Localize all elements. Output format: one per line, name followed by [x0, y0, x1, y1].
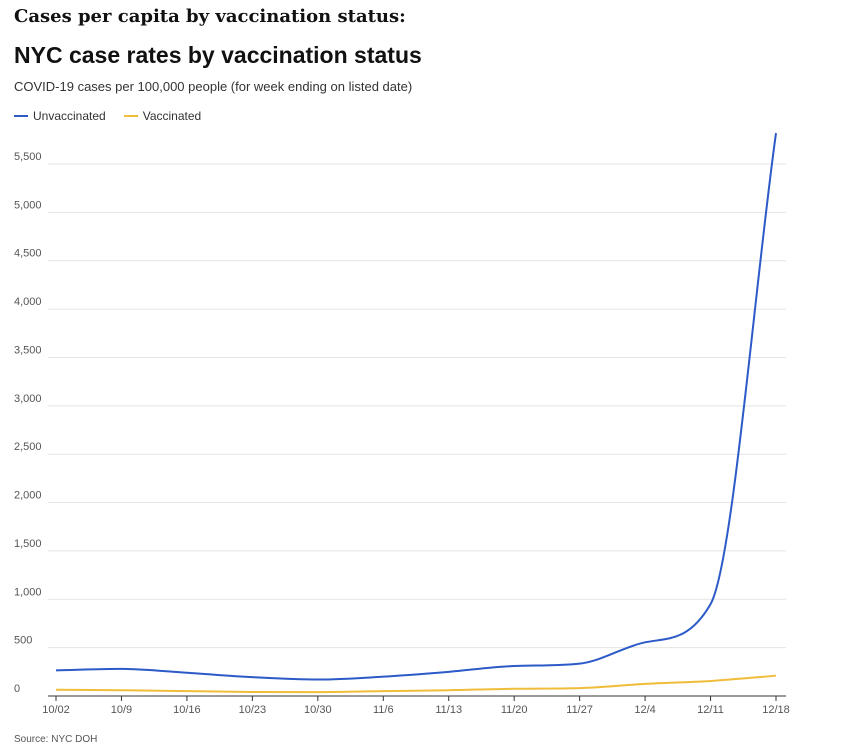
data-point-vaccinated[interactable] [708, 678, 714, 684]
data-point-vaccinated[interactable] [118, 687, 124, 693]
series-line-unvaccinated [55, 132, 777, 681]
y-tick-label: 4,500 [14, 248, 42, 260]
y-tick-label: 2,000 [14, 490, 42, 502]
legend-label-vaccinated: Vaccinated [142, 109, 202, 123]
data-point-vaccinated[interactable] [184, 688, 190, 694]
y-tick-label: 2,500 [14, 441, 42, 453]
data-point-unvaccinated[interactable] [446, 669, 452, 675]
y-tick-label: 4,000 [14, 296, 42, 308]
x-tick-label: 10/9 [111, 704, 132, 716]
y-tick-label: 3,000 [14, 393, 42, 405]
legend-swatch-unvaccinated [14, 115, 28, 117]
data-point-vaccinated[interactable] [511, 686, 517, 692]
y-tick-label: 1,500 [14, 538, 42, 550]
data-point-vaccinated[interactable] [446, 687, 452, 693]
chart-title: NYC case rates by vaccination status [14, 42, 422, 68]
data-point-vaccinated[interactable] [249, 689, 255, 695]
data-point-unvaccinated[interactable] [773, 130, 779, 136]
x-tick-label: 11/27 [566, 704, 593, 716]
x-tick-label: 12/11 [697, 704, 724, 716]
data-point-vaccinated[interactable] [577, 685, 583, 691]
data-point-unvaccinated[interactable] [53, 667, 59, 673]
legend: Unvaccinated Vaccinated [14, 109, 219, 123]
page-heading: Cases per capita by vaccination status: [14, 6, 406, 27]
data-point-unvaccinated[interactable] [642, 639, 648, 645]
y-tick-label: 1,000 [14, 586, 42, 598]
data-point-unvaccinated[interactable] [118, 666, 124, 672]
x-tick-label: 11/6 [373, 704, 394, 716]
y-tick-label: 5,000 [14, 199, 42, 211]
data-point-vaccinated[interactable] [53, 687, 59, 693]
data-point-unvaccinated[interactable] [315, 677, 321, 683]
source-note: Source: NYC DOH [14, 734, 98, 745]
data-point-unvaccinated[interactable] [708, 601, 714, 607]
data-point-vaccinated[interactable] [315, 689, 321, 695]
legend-label-unvaccinated: Unvaccinated [33, 109, 106, 123]
x-tick-label: 12/4 [634, 704, 655, 716]
data-point-unvaccinated[interactable] [249, 674, 255, 680]
data-point-unvaccinated[interactable] [511, 663, 517, 669]
y-tick-label: 500 [14, 635, 32, 647]
data-point-unvaccinated[interactable] [380, 674, 386, 680]
data-point-unvaccinated[interactable] [184, 670, 190, 676]
x-tick-label: 11/20 [501, 704, 528, 716]
x-tick-label: 11/13 [435, 704, 462, 716]
x-tick-label: 10/16 [173, 704, 201, 716]
data-point-vaccinated[interactable] [642, 681, 648, 687]
x-tick-label: 10/02 [42, 704, 70, 716]
legend-item-vaccinated[interactable]: Vaccinated [123, 109, 202, 123]
x-tick-label: 12/18 [762, 704, 790, 716]
x-tick-label: 10/23 [239, 704, 267, 716]
chart-subtitle: COVID-19 cases per 100,000 people (for w… [14, 79, 413, 94]
x-tick-label: 10/30 [304, 704, 332, 716]
legend-item-unvaccinated[interactable]: Unvaccinated [14, 109, 106, 123]
data-point-vaccinated[interactable] [773, 673, 779, 679]
y-tick-label: 3,500 [14, 344, 42, 356]
series-line-vaccinated [55, 674, 777, 694]
data-point-unvaccinated[interactable] [577, 661, 583, 667]
data-point-vaccinated[interactable] [380, 688, 386, 694]
y-tick-label: 5,500 [14, 151, 42, 163]
y-tick-label: 0 [14, 683, 20, 695]
legend-swatch-vaccinated [123, 115, 138, 117]
